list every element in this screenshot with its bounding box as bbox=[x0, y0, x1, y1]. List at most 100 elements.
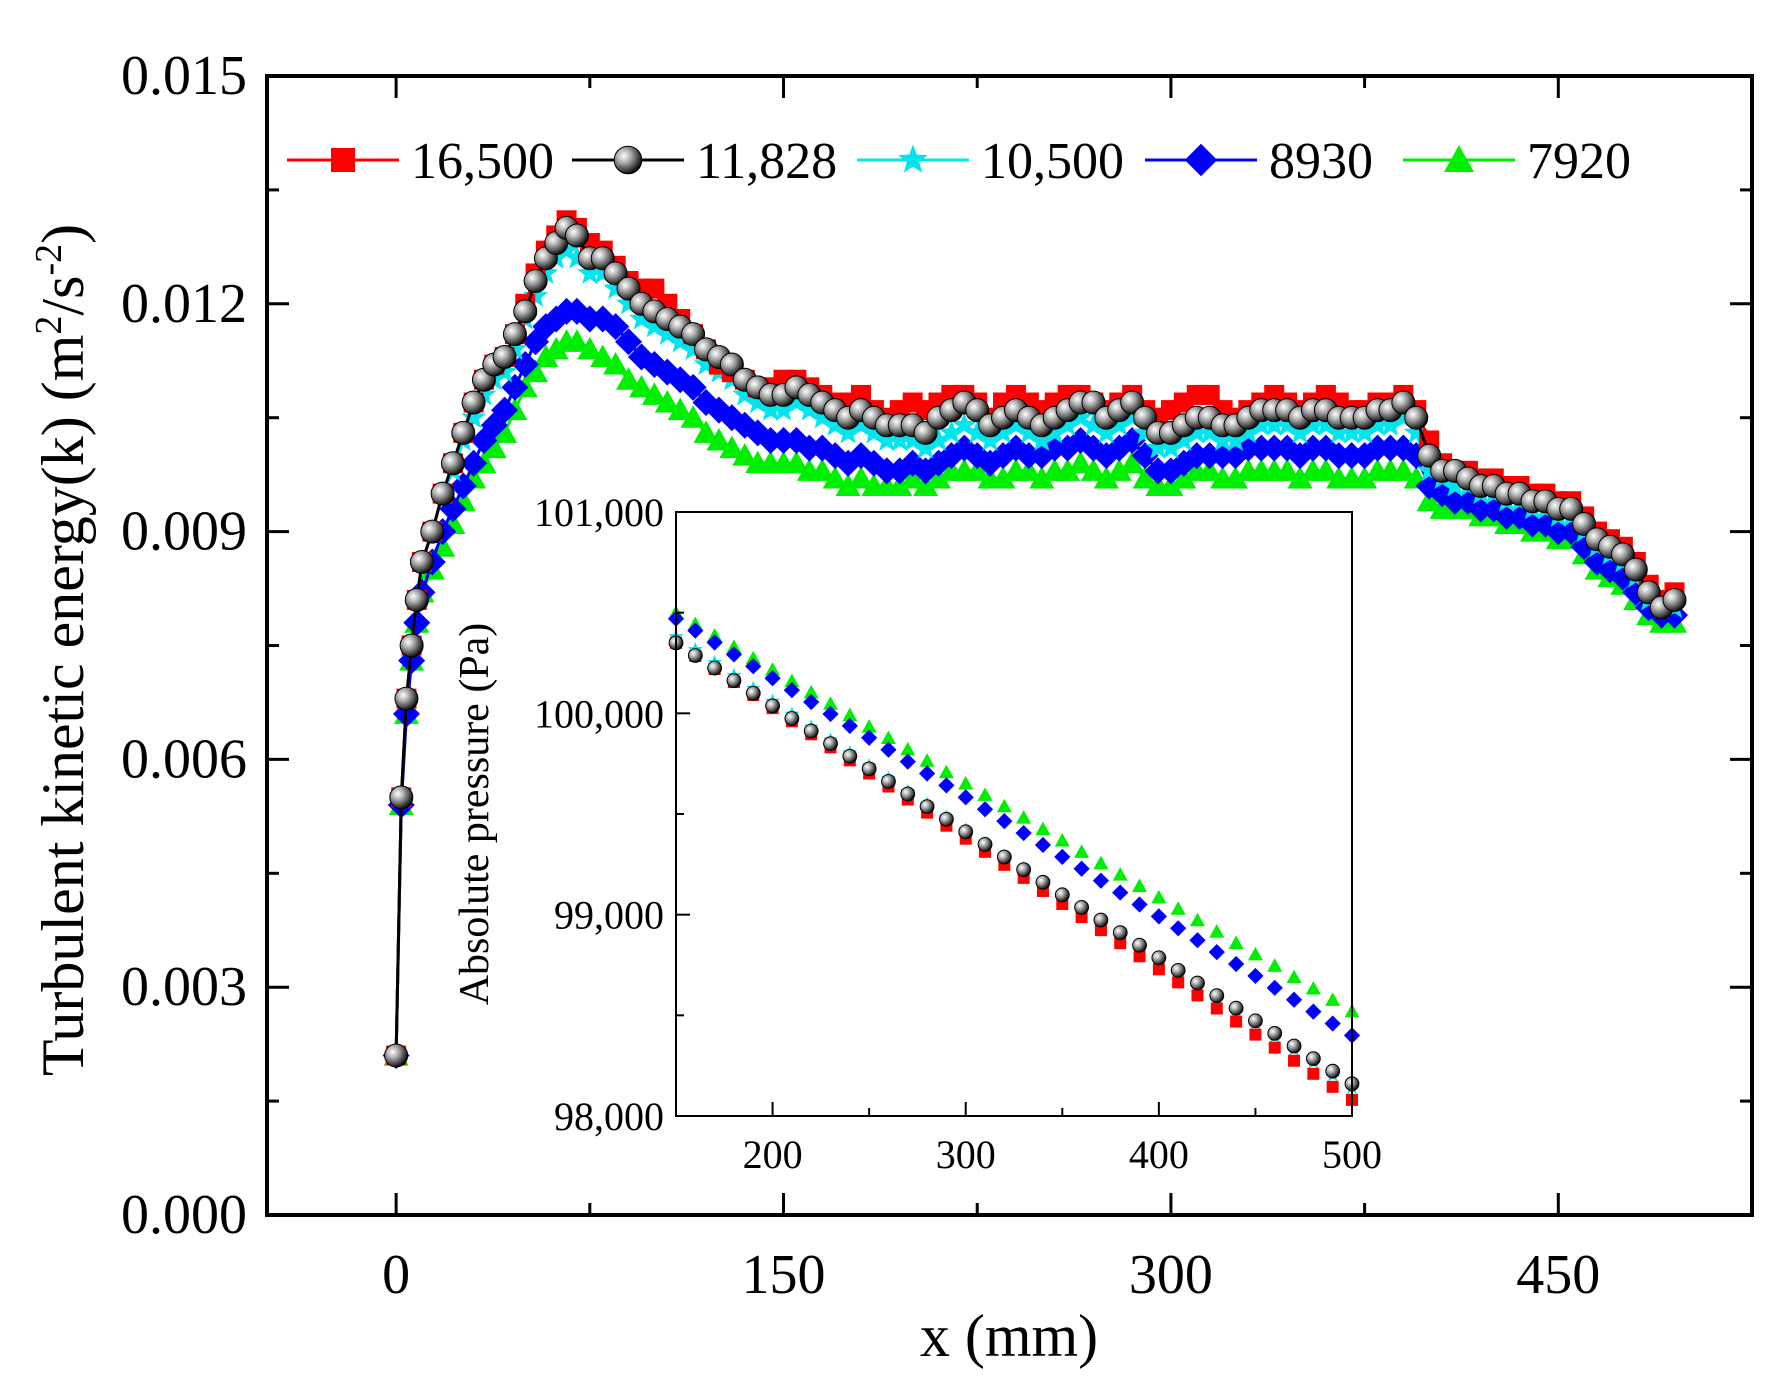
data-point bbox=[990, 465, 1016, 489]
data-point bbox=[394, 686, 419, 711]
data-point bbox=[1119, 404, 1145, 429]
y-title-end: ) bbox=[30, 224, 96, 244]
data-point bbox=[1093, 419, 1119, 444]
x-tick-label: 0 bbox=[382, 1244, 410, 1306]
inset-data-point bbox=[1170, 963, 1186, 978]
data-point bbox=[1416, 457, 1442, 482]
data-point bbox=[887, 427, 913, 451]
inset-data-point bbox=[803, 684, 819, 699]
y-title-base: Turbulent kinetic energy(k) (m bbox=[30, 335, 96, 1077]
data-point bbox=[913, 473, 939, 497]
inset-data-point bbox=[1209, 924, 1225, 938]
data-point bbox=[706, 427, 732, 451]
inset-data-point bbox=[1034, 836, 1052, 854]
inset-x-tick-label: 500 bbox=[1322, 1132, 1382, 1177]
data-point bbox=[1184, 419, 1210, 444]
data-point bbox=[420, 519, 445, 544]
legend-item-1: 11,828 bbox=[572, 133, 837, 190]
inset-data-point bbox=[1285, 991, 1303, 1008]
inset-series-1 bbox=[668, 635, 1360, 1092]
legend-label: 16,500 bbox=[411, 133, 554, 190]
data-point bbox=[1339, 419, 1365, 444]
inset-data-point bbox=[938, 777, 955, 794]
inset-data-point bbox=[1228, 1000, 1244, 1016]
inset-data-point bbox=[1093, 912, 1109, 928]
data-point bbox=[1378, 412, 1403, 436]
data-point bbox=[1093, 465, 1119, 489]
data-point bbox=[1081, 412, 1106, 436]
data-point bbox=[679, 373, 707, 401]
data-point bbox=[403, 609, 431, 637]
legend-label: 11,828 bbox=[696, 133, 837, 190]
x-tick-label: 300 bbox=[1129, 1244, 1213, 1306]
data-point bbox=[449, 472, 477, 500]
data-point bbox=[564, 329, 590, 352]
inset-data-point bbox=[880, 741, 897, 758]
inset-data-point bbox=[1112, 884, 1129, 901]
inset-data-point bbox=[1286, 969, 1302, 984]
y-tick-label: 0.015 bbox=[121, 45, 247, 107]
legend-label: 10,500 bbox=[981, 133, 1124, 190]
inset-data-point bbox=[687, 648, 703, 663]
data-point bbox=[693, 420, 719, 443]
main-series-1 bbox=[384, 215, 1687, 1068]
data-point bbox=[1197, 419, 1223, 444]
inset-data-point bbox=[919, 753, 935, 767]
inset-data-point bbox=[725, 646, 743, 663]
data-point bbox=[628, 374, 654, 398]
data-point bbox=[554, 237, 579, 262]
data-point bbox=[440, 451, 465, 476]
inset-data-point bbox=[976, 801, 994, 818]
data-point bbox=[848, 465, 874, 489]
data-point bbox=[590, 344, 616, 367]
inset-data-point bbox=[1307, 1067, 1320, 1080]
y-title-mid: /s bbox=[30, 276, 96, 316]
data-point bbox=[939, 419, 964, 444]
inset-data-point bbox=[899, 753, 916, 770]
inset-data-point bbox=[1015, 824, 1032, 842]
inset-data-point bbox=[823, 736, 838, 752]
y-title-sup2: -2 bbox=[28, 244, 70, 276]
inset-data-point bbox=[958, 776, 974, 790]
data-point bbox=[399, 633, 424, 658]
data-point bbox=[758, 397, 783, 421]
data-point bbox=[822, 412, 848, 436]
data-point bbox=[461, 404, 486, 429]
inset-data-point bbox=[765, 662, 781, 676]
inset-data-point bbox=[938, 764, 954, 779]
inset-data-point bbox=[1151, 889, 1167, 904]
data-point bbox=[964, 458, 990, 481]
inset-data-point bbox=[1247, 967, 1264, 985]
data-point bbox=[913, 435, 938, 459]
data-point bbox=[925, 465, 951, 489]
inset-data-point bbox=[1266, 979, 1283, 996]
inset-data-point bbox=[1152, 963, 1165, 976]
data-point bbox=[1171, 427, 1197, 451]
inset-data-point bbox=[957, 789, 974, 806]
data-point bbox=[1016, 419, 1042, 444]
inset-data-point bbox=[1230, 1015, 1243, 1028]
data-point bbox=[1287, 465, 1313, 489]
data-point bbox=[1016, 458, 1042, 481]
data-point bbox=[1145, 435, 1171, 459]
data-point bbox=[461, 390, 486, 415]
data-point bbox=[451, 420, 476, 445]
inset-data-point bbox=[1131, 896, 1148, 913]
data-point bbox=[796, 397, 822, 421]
data-point bbox=[492, 344, 517, 369]
data-point bbox=[900, 427, 926, 451]
inset-data-point bbox=[918, 765, 936, 782]
inset-data-point bbox=[977, 837, 993, 852]
data-point bbox=[1055, 458, 1081, 481]
data-point bbox=[430, 481, 455, 506]
inset-data-point bbox=[1305, 1051, 1321, 1066]
inset-y-axis-title: Absolute pressure (Pa) bbox=[452, 623, 498, 1006]
legend-marker bbox=[1184, 143, 1218, 177]
data-point bbox=[1222, 465, 1248, 489]
data-point bbox=[654, 321, 680, 345]
data-point bbox=[861, 419, 887, 444]
data-point bbox=[603, 352, 629, 375]
data-point bbox=[809, 404, 835, 429]
data-point bbox=[1068, 450, 1094, 474]
